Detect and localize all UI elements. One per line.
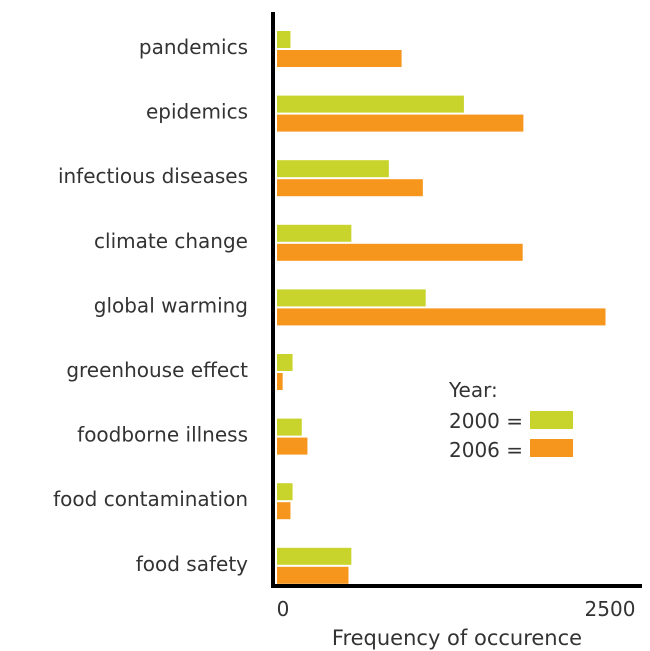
bar-2000 bbox=[277, 95, 464, 113]
legend-swatch-2006 bbox=[530, 439, 573, 457]
bar-2006 bbox=[277, 373, 283, 390]
bar-2006 bbox=[277, 114, 524, 132]
bar-2000 bbox=[277, 418, 302, 436]
bar-2006 bbox=[277, 566, 349, 584]
legend: Year: 2000 = 2006 = bbox=[448, 378, 573, 462]
category-label: food contamination bbox=[53, 487, 248, 511]
category-label: food safety bbox=[136, 552, 248, 576]
category-label: greenhouse effect bbox=[66, 358, 248, 382]
bar-2000 bbox=[277, 354, 293, 371]
bar-2000 bbox=[277, 483, 293, 501]
x-tick-label-max: 2500 bbox=[585, 597, 636, 621]
legend-label-2000: 2000 = bbox=[449, 409, 523, 433]
category-label: climate change bbox=[94, 229, 248, 253]
category-label: infectious diseases bbox=[58, 164, 248, 188]
bar-2006 bbox=[277, 243, 523, 261]
bar-2000 bbox=[277, 224, 352, 242]
legend-swatch-2000 bbox=[530, 411, 573, 429]
category-label: foodborne illness bbox=[77, 423, 248, 447]
category-label: epidemics bbox=[146, 100, 248, 124]
bar-2006 bbox=[277, 437, 308, 455]
bars bbox=[277, 31, 606, 584]
category-labels: pandemics epidemics infectious diseases cli… bbox=[53, 35, 248, 576]
legend-label-2006: 2006 = bbox=[449, 438, 523, 462]
category-label: global warming bbox=[94, 293, 248, 317]
bar-2000 bbox=[277, 160, 389, 178]
bar-2006 bbox=[277, 179, 423, 197]
bar-2000 bbox=[277, 31, 291, 48]
category-label: pandemics bbox=[139, 35, 248, 59]
legend-title: Year: bbox=[448, 378, 498, 402]
bar-2000 bbox=[277, 547, 352, 565]
bar-2006 bbox=[277, 502, 291, 520]
bar-2000 bbox=[277, 289, 426, 307]
bar-2006 bbox=[277, 308, 606, 326]
bar-2006 bbox=[277, 50, 402, 67]
x-axis-title: Frequency of occurence bbox=[332, 626, 582, 650]
x-tick-label-min: 0 bbox=[277, 597, 290, 621]
